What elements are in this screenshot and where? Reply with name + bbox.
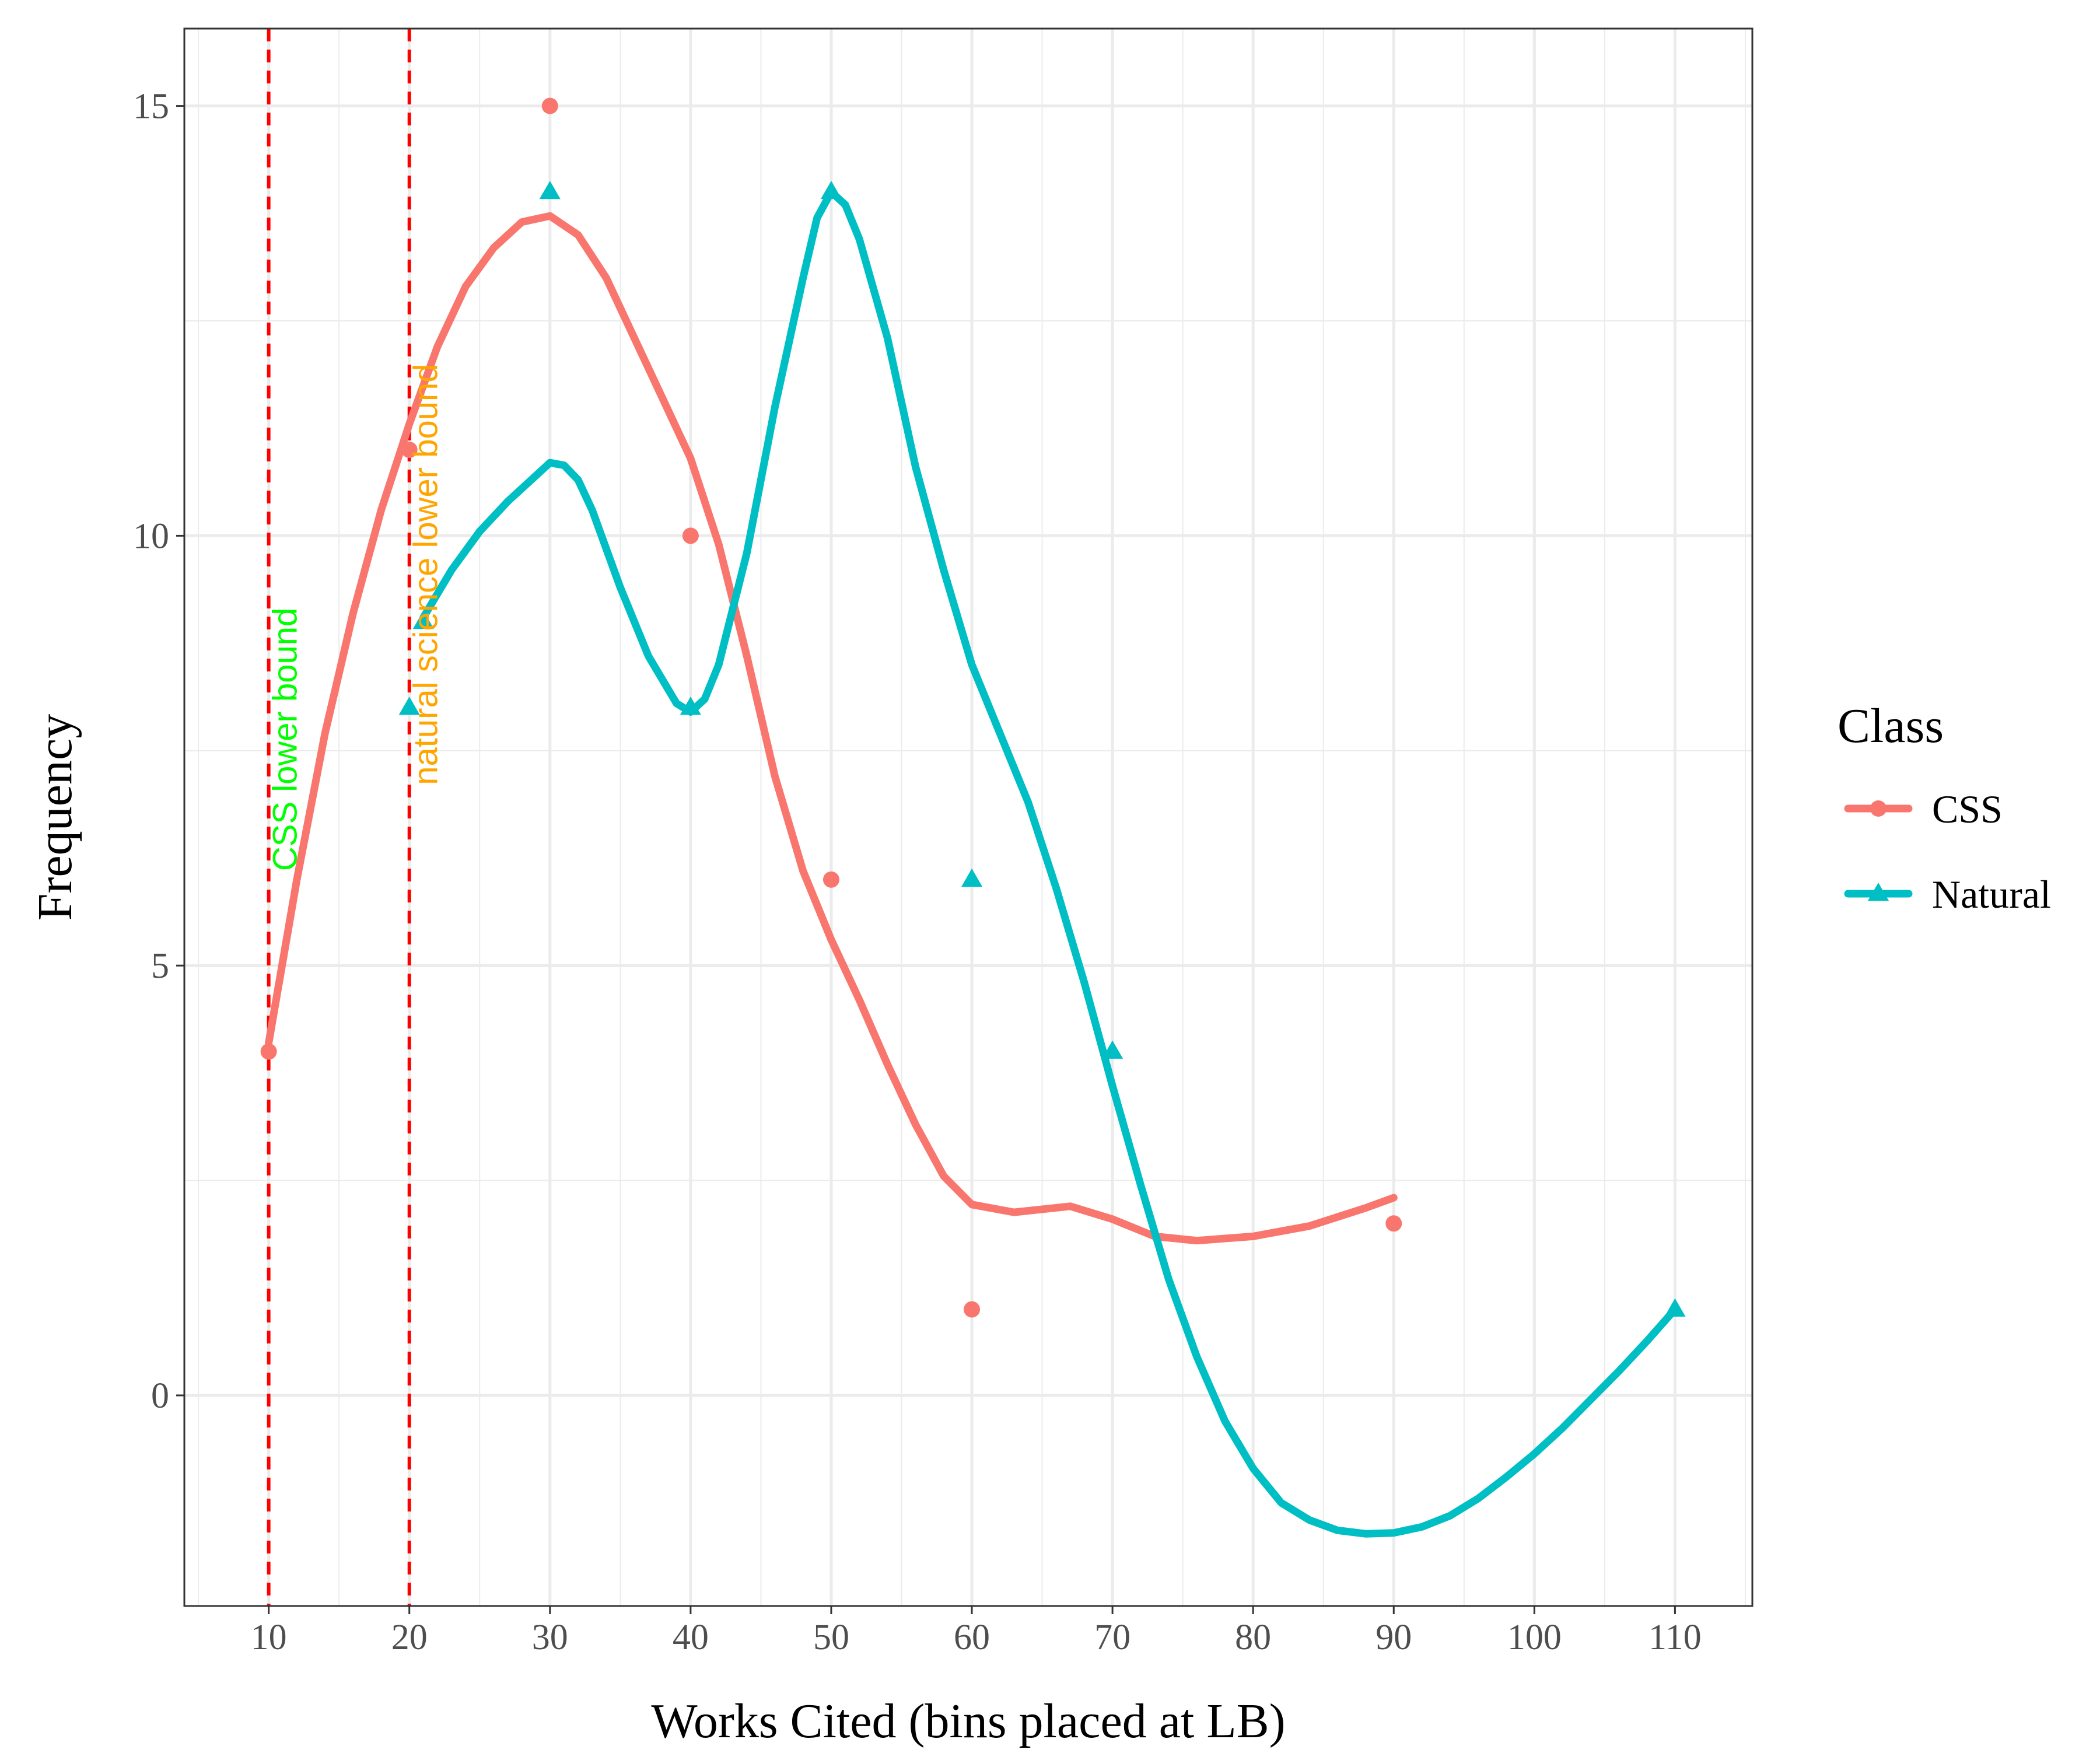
- data-point-css: [682, 527, 699, 544]
- annotations: CSS lower bound natural science lower bou…: [267, 364, 445, 872]
- x-tick-label: 30: [532, 1618, 568, 1657]
- data-point-css: [401, 442, 418, 459]
- x-tick-label: 90: [1376, 1618, 1412, 1657]
- x-tick-label: 110: [1648, 1618, 1702, 1657]
- x-tick-label: 40: [673, 1618, 709, 1657]
- reference-line-label: natural science lower bound: [407, 364, 445, 785]
- data-point-natural: [539, 181, 561, 200]
- data-point-natural: [412, 610, 434, 629]
- data-point-natural: [398, 697, 420, 715]
- minor-grid: [184, 29, 1752, 1606]
- legend-entries: CSS Natural: [1844, 787, 2051, 916]
- legend-label: Natural: [1932, 872, 2051, 916]
- data-point-natural: [961, 868, 983, 887]
- data-point-css: [964, 1301, 981, 1318]
- x-axis-title: Works Cited (bins placed at LB): [651, 1694, 1285, 1748]
- data-point-css: [260, 1043, 277, 1060]
- x-tick-label: 70: [1094, 1618, 1130, 1657]
- legend-entry-natural: Natural: [1844, 872, 2051, 916]
- series-lines: [265, 188, 1679, 1538]
- data-point-natural: [1664, 1298, 1686, 1317]
- data-point-css: [822, 871, 839, 888]
- x-tick-label: 10: [251, 1618, 287, 1657]
- y-tick-label: 15: [133, 87, 169, 127]
- y-tick-label: 5: [151, 946, 169, 986]
- legend-title: Class: [1838, 699, 1944, 753]
- legend-label: CSS: [1932, 787, 2003, 831]
- y-tick-label: 10: [133, 516, 169, 556]
- x-tick-label: 100: [1507, 1618, 1562, 1657]
- legend-key-marker: [1870, 800, 1887, 817]
- x-axis: 10 20 30 40 50 60 70 80 90 100 110: [251, 1606, 1702, 1657]
- x-tick-label: 80: [1235, 1618, 1271, 1657]
- data-point-natural: [680, 697, 701, 715]
- series-line-natural: [419, 188, 1679, 1538]
- data-point-css: [541, 97, 558, 114]
- legend-key-marker: [1867, 883, 1889, 901]
- y-axis-title: Frequency: [28, 714, 82, 921]
- series-line-css: [265, 212, 1398, 1245]
- data-point-css: [1385, 1215, 1402, 1232]
- x-tick-label: 60: [954, 1618, 990, 1657]
- data-point-natural: [1102, 1040, 1124, 1059]
- y-tick-label: 0: [151, 1376, 169, 1416]
- series-points: [260, 97, 1686, 1318]
- legend-entry-css: CSS: [1844, 787, 2003, 831]
- x-tick-label: 20: [391, 1618, 428, 1657]
- data-point-natural: [820, 181, 842, 200]
- y-axis: 0 5 10 15: [133, 87, 184, 1416]
- panel-border: [183, 27, 1754, 1607]
- legend: Class CSS Natural: [1838, 699, 2051, 916]
- reference-lines: [267, 29, 411, 1606]
- x-tick-label: 50: [813, 1618, 849, 1657]
- reference-line-label: CSS lower bound: [267, 608, 304, 871]
